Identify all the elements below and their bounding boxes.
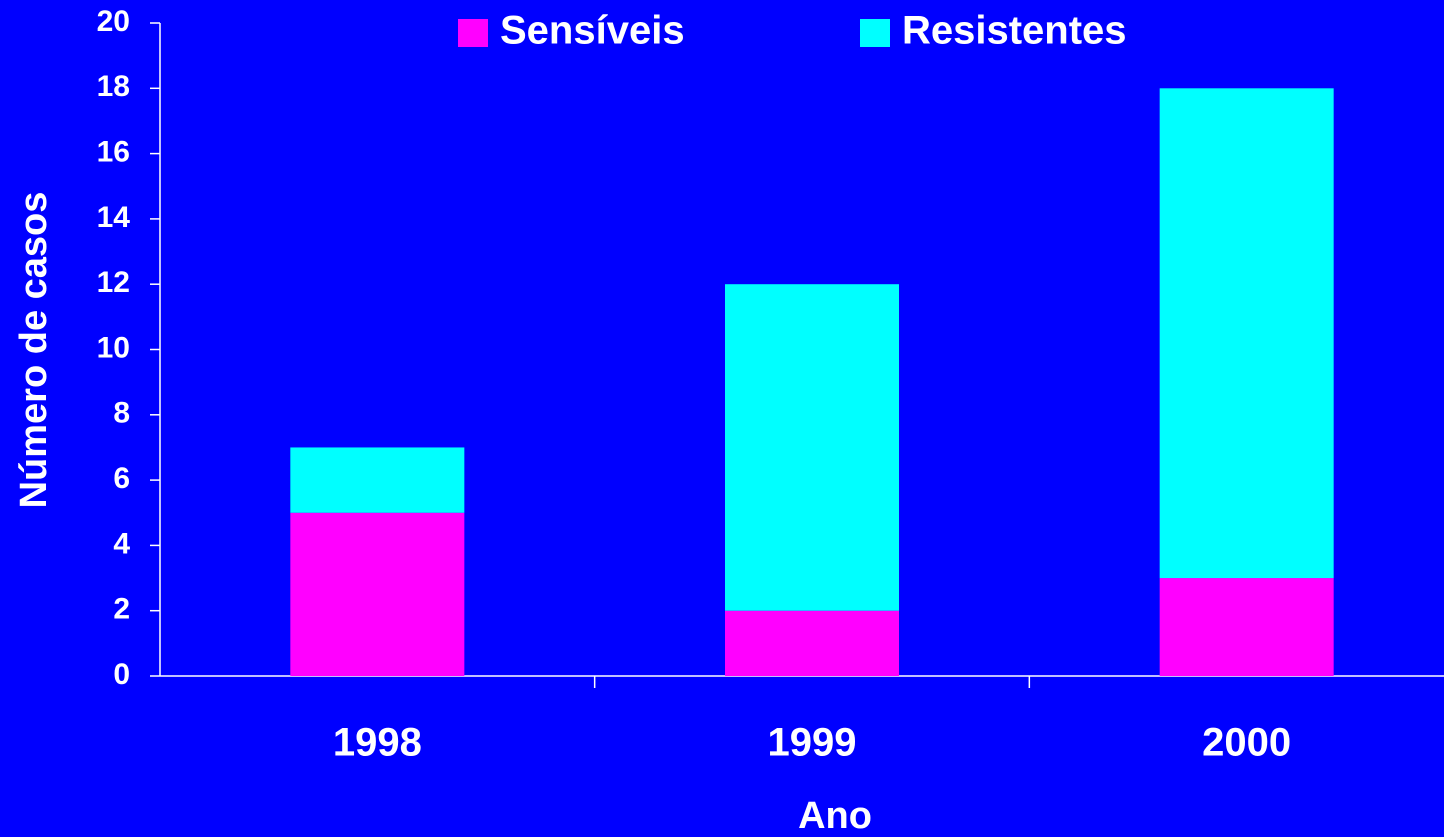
legend-label: Resistentes [902, 9, 1127, 53]
y-tick-label: 16 [97, 136, 130, 169]
x-axis-title: Ano [798, 795, 872, 837]
legend-label: Sensíveis [500, 9, 685, 53]
x-tick-label: 1999 [768, 721, 857, 765]
bar-segment [290, 447, 465, 513]
bar-segment [1159, 88, 1334, 579]
y-tick-label: 14 [97, 201, 131, 234]
y-tick-label: 10 [97, 331, 130, 364]
legend-swatch [860, 19, 890, 47]
bar-segment [725, 610, 899, 676]
y-tick-label: 6 [113, 462, 130, 495]
y-tick-label: 20 [97, 5, 130, 38]
bar-segment [1159, 578, 1334, 676]
x-tick-label: 1998 [333, 721, 422, 765]
y-tick-label: 2 [113, 593, 130, 626]
y-tick-label: 8 [113, 397, 130, 430]
y-tick-label: 4 [113, 527, 130, 560]
y-axis-title: Número de casos [13, 192, 55, 509]
legend-swatch [458, 19, 488, 47]
y-tick-label: 12 [97, 266, 130, 299]
bar-segment [290, 512, 465, 676]
x-tick-label: 2000 [1202, 721, 1291, 765]
y-tick-label: 0 [113, 658, 130, 691]
bar-segment [725, 284, 899, 611]
y-tick-label: 18 [97, 70, 130, 103]
